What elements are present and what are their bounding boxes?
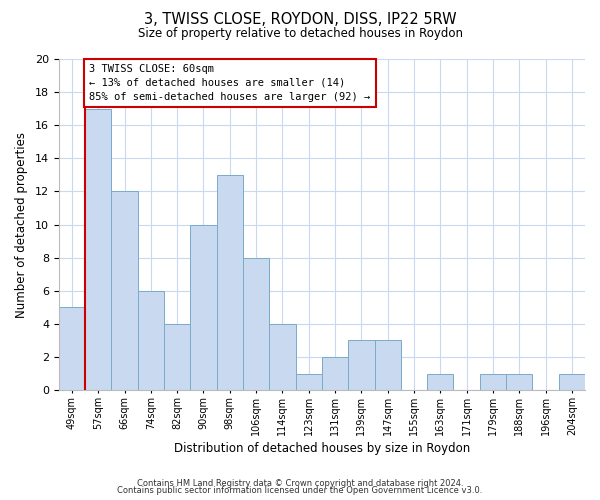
Bar — [85, 108, 112, 390]
Bar — [506, 374, 532, 390]
Bar — [243, 258, 269, 390]
Bar — [190, 224, 217, 390]
Bar — [480, 374, 506, 390]
Text: Contains HM Land Registry data © Crown copyright and database right 2024.: Contains HM Land Registry data © Crown c… — [137, 478, 463, 488]
Bar — [269, 324, 296, 390]
Bar — [559, 374, 585, 390]
Text: Contains public sector information licensed under the Open Government Licence v3: Contains public sector information licen… — [118, 486, 482, 495]
X-axis label: Distribution of detached houses by size in Roydon: Distribution of detached houses by size … — [174, 442, 470, 455]
Y-axis label: Number of detached properties: Number of detached properties — [15, 132, 28, 318]
Bar — [164, 324, 190, 390]
Text: Size of property relative to detached houses in Roydon: Size of property relative to detached ho… — [137, 28, 463, 40]
Bar — [112, 192, 138, 390]
Bar — [374, 340, 401, 390]
Bar — [427, 374, 454, 390]
Bar — [217, 175, 243, 390]
Bar — [138, 291, 164, 390]
Bar — [348, 340, 374, 390]
Bar — [296, 374, 322, 390]
Text: 3 TWISS CLOSE: 60sqm
← 13% of detached houses are smaller (14)
85% of semi-detac: 3 TWISS CLOSE: 60sqm ← 13% of detached h… — [89, 64, 370, 102]
Bar — [59, 308, 85, 390]
Bar — [322, 357, 348, 390]
Text: 3, TWISS CLOSE, ROYDON, DISS, IP22 5RW: 3, TWISS CLOSE, ROYDON, DISS, IP22 5RW — [143, 12, 457, 28]
